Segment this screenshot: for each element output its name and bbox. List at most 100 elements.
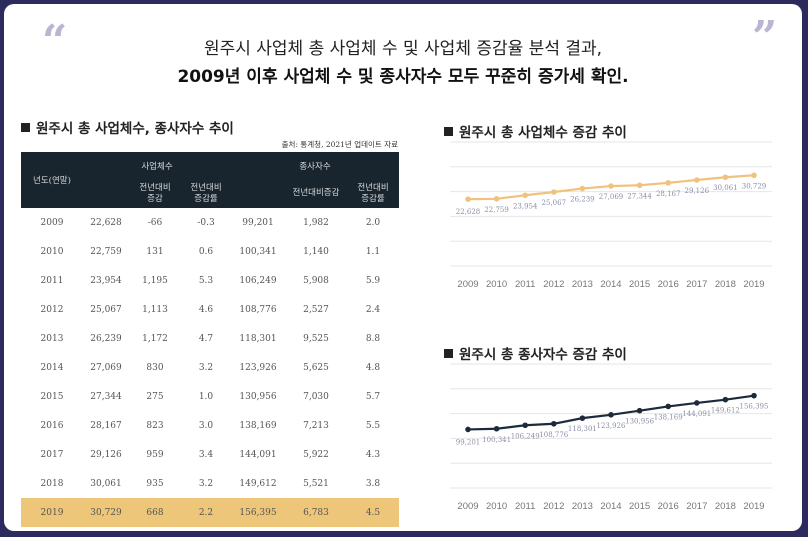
square-bullet-icon — [444, 349, 453, 358]
cell-year: 2016 — [40, 420, 64, 431]
cell-employee-rate: 4.5 — [347, 498, 399, 527]
cell-business-rate: 5.3 — [198, 275, 214, 286]
cell-business-yoy: 1,195 — [142, 275, 168, 286]
x-tick-label: 2009 — [457, 279, 478, 290]
cell-year: 2018 — [40, 478, 64, 489]
report-card: “ ” 원주시 사업체 총 사업체 수 및 사업체 증감율 분석 결과, 200… — [4, 4, 802, 531]
data-label: 23,954 — [513, 202, 538, 210]
cell-business-count: 25,067 — [90, 304, 122, 315]
data-point — [493, 196, 500, 202]
square-bullet-icon — [444, 127, 453, 136]
x-tick-label: 2010 — [486, 279, 507, 290]
cell-employee-count: 130,956 — [239, 391, 277, 402]
cell-year: 2017 — [40, 449, 64, 460]
cell-business-count: 30,061 — [90, 478, 122, 489]
header-business-group: 사업체수 — [83, 152, 231, 179]
close-quote-icon: ” — [752, 12, 778, 63]
data-label: 118,301 — [568, 425, 597, 433]
cell-employee-yoy: 9,525 — [303, 333, 329, 344]
x-tick-label: 2019 — [743, 279, 764, 290]
cell-business-yoy: 1,113 — [142, 304, 168, 315]
cell-business-rate: 4.7 — [198, 333, 214, 344]
data-point — [636, 407, 643, 414]
x-tick-label: 2009 — [457, 501, 478, 512]
business-chart-title-text: 원주시 총 사업체수 증감 추이 — [459, 125, 627, 141]
x-tick-label: 2012 — [543, 279, 564, 290]
data-point — [579, 185, 586, 192]
cell-business-rate: 4.6 — [198, 304, 214, 315]
data-label: 138,169 — [654, 413, 683, 421]
cell-employee-yoy: 5,521 — [303, 478, 329, 489]
cell-employee-count: 118,301 — [239, 333, 277, 344]
cell-year: 2010 — [40, 246, 64, 257]
x-tick-label: 2014 — [600, 279, 621, 290]
headline-line-1: 원주시 사업체 총 사업체 수 및 사업체 증감율 분석 결과, — [203, 39, 603, 59]
cell-employee-count: 108,776 — [239, 304, 277, 315]
x-tick-label: 2016 — [658, 501, 679, 512]
cell-business-rate: 0.6 — [198, 246, 214, 257]
employee-chart-title: 원주시 총 종사자수 증감 추이 — [444, 343, 627, 363]
data-label: 22,759 — [484, 206, 509, 214]
cell-employee-rate: 4.8 — [365, 362, 381, 373]
header-blank-2 — [231, 179, 285, 208]
cell-business-rate: -0.3 — [197, 217, 215, 228]
header-year: 년도(연말) — [21, 152, 83, 208]
data-point — [694, 400, 700, 406]
x-tick-label: 2014 — [600, 501, 621, 512]
header-employee-rate: 전년대비 증감률 — [347, 179, 399, 208]
data-point — [665, 180, 671, 186]
x-tick-label: 2012 — [543, 501, 564, 512]
cell-employee-rate: 1.1 — [365, 246, 381, 257]
x-tick-label: 2018 — [715, 501, 736, 512]
data-point — [665, 403, 671, 410]
table-row: 2014 27,069 830 3.2 123,926 5,625 4.8 — [21, 353, 399, 382]
cell-business-yoy: 935 — [146, 478, 164, 489]
cell-business-yoy: 1,172 — [142, 333, 168, 344]
data-label: 149,612 — [711, 407, 740, 415]
cell-employee-rate: 5.7 — [365, 391, 381, 402]
data-label: 144,091 — [682, 410, 711, 418]
cell-employee-rate: 5.9 — [365, 275, 381, 286]
x-tick-label: 2018 — [715, 279, 736, 290]
data-label: 106,249 — [511, 432, 540, 440]
cell-employee-count: 99,201 — [242, 217, 274, 228]
data-point — [722, 396, 729, 403]
cell-business-count: 30,729 — [83, 498, 129, 527]
table-row: 2011 23,954 1,195 5.3 106,249 5,908 5.9 — [21, 266, 399, 295]
data-point — [522, 422, 528, 429]
cell-employee-yoy: 6,783 — [285, 498, 347, 527]
data-label: 25,067 — [542, 199, 567, 207]
cell-employee-yoy: 7,030 — [303, 391, 329, 402]
data-point — [751, 392, 757, 399]
cell-business-count: 28,167 — [90, 420, 122, 431]
cell-employee-count: 100,341 — [239, 246, 277, 257]
table-row: 2016 28,167 823 3.0 138,169 7,213 5.5 — [21, 411, 399, 440]
cell-employee-yoy: 5,908 — [303, 275, 329, 286]
cell-business-count: 29,126 — [90, 449, 122, 460]
open-quote-icon: “ — [42, 16, 68, 67]
cell-employee-rate: 2.4 — [365, 304, 381, 315]
cell-business-yoy: 959 — [146, 449, 164, 460]
x-tick-label: 2013 — [572, 501, 593, 512]
cell-business-yoy: 668 — [129, 498, 181, 527]
cell-year: 2011 — [40, 275, 64, 286]
table-row: 2017 29,126 959 3.4 144,091 5,922 4.3 — [21, 440, 399, 469]
cell-business-yoy: 275 — [146, 391, 164, 402]
x-tick-label: 2010 — [486, 501, 507, 512]
cell-business-yoy: 823 — [146, 420, 164, 431]
data-label: 108,776 — [539, 431, 568, 439]
cell-employee-yoy: 5,922 — [303, 449, 329, 460]
cell-employee-count: 144,091 — [239, 449, 277, 460]
data-point — [751, 172, 757, 179]
table-section-title-text: 원주시 총 사업체수, 종사자수 추이 — [36, 121, 234, 137]
data-point — [636, 182, 643, 189]
cell-employee-rate: 3.8 — [365, 478, 381, 489]
x-tick-label: 2016 — [658, 279, 679, 290]
cell-business-count: 27,344 — [90, 391, 122, 402]
table-row: 2019 30,729 668 2.2 156,395 6,783 4.5 — [21, 498, 399, 527]
x-tick-label: 2017 — [686, 501, 707, 512]
data-point — [579, 415, 586, 421]
cell-business-rate: 2.2 — [181, 498, 231, 527]
cell-business-rate: 3.4 — [198, 449, 214, 460]
